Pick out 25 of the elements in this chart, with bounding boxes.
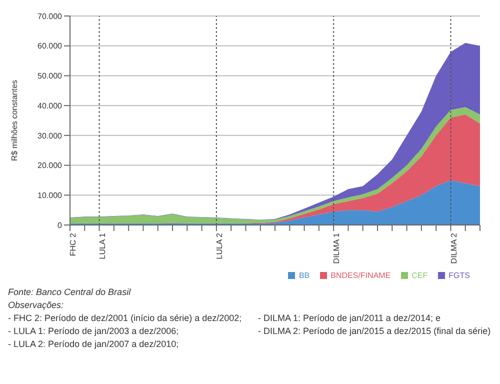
y-tick-label: 10.000 — [38, 190, 63, 200]
legend-label: BB — [298, 271, 310, 280]
y-tick-label: 40.000 — [38, 101, 63, 110]
x-tick-label: FHC 2 — [68, 232, 78, 256]
text: - DILMA 1: Período de jan/2011 a dez/2014; e — [258, 312, 442, 325]
y-tick-label: 30.000 — [38, 131, 63, 140]
text: - DILMA 2: Período de jan/2015 a dez/2015 (final da série) — [258, 325, 492, 338]
y-tick-label: 20.000 — [38, 161, 63, 170]
y-tick-label: 50.000 — [38, 72, 63, 81]
y-tick-label: 60.000 — [38, 42, 63, 51]
legend-label: BNDES/FINAME — [330, 271, 391, 280]
y-axis-title: R$ milhões constantes — [10, 80, 19, 161]
y-tick-label: 70.000 — [38, 12, 63, 21]
legend-label: CEF — [412, 271, 428, 280]
y-tick-label: 0 — [58, 220, 63, 230]
x-tick-label: DILMA 2 — [449, 232, 458, 264]
text: - FHC 2: Período de dez/2001 (início da série) a dez/2002; — [8, 312, 243, 325]
text: - LULA 2: Período de jan/2007 a dez/2010; — [8, 338, 180, 351]
x-tick-label: LULA 1 — [98, 232, 107, 260]
x-tick-label: LULA 2 — [215, 232, 224, 260]
text: Observações: — [8, 299, 65, 312]
x-tick-label: DILMA 1 — [332, 232, 342, 264]
source-note: Fonte: Banco Central do Brasil — [8, 286, 132, 299]
legend-label: FGTS — [448, 271, 470, 280]
text: - LULA 1: Período de jan/2003 a dez/2006; — [8, 325, 180, 338]
